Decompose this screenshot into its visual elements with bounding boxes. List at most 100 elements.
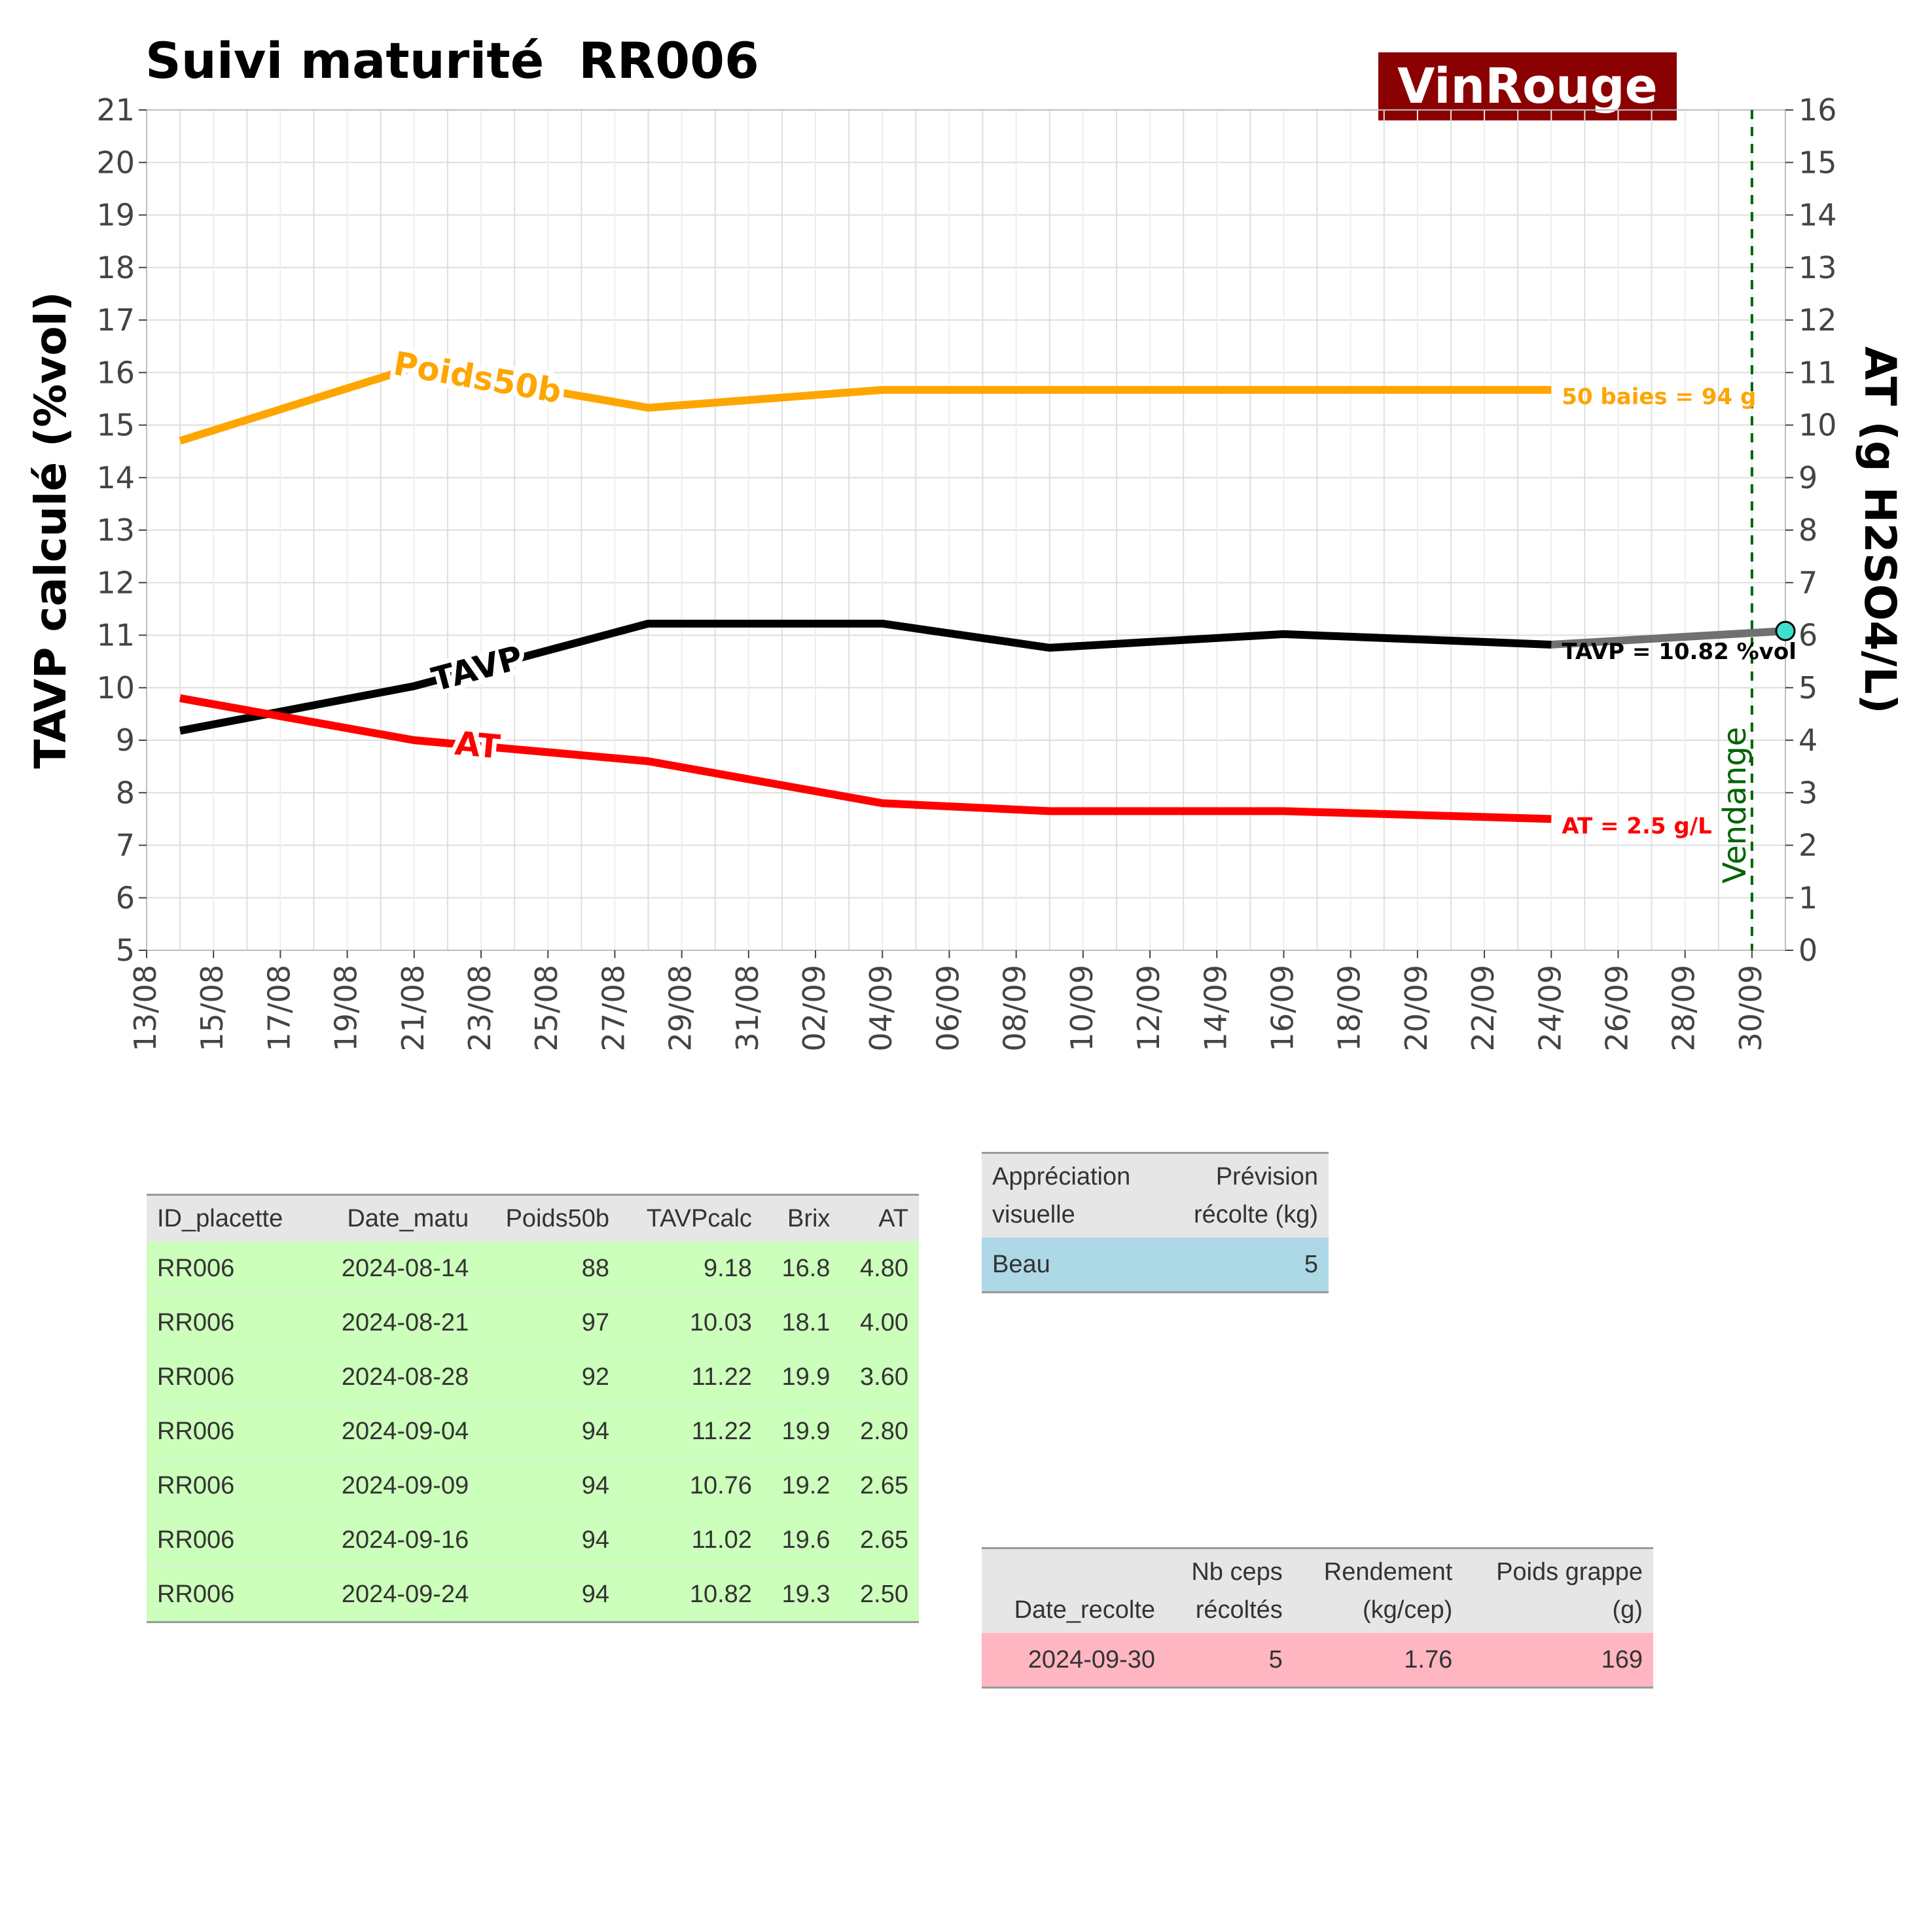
y-tick-label: 17 [96, 302, 135, 338]
end-label-at: AT = 2.5 g/L [1562, 813, 1712, 839]
table-cell: 4.80 [840, 1242, 919, 1296]
y2-tick-label: 10 [1798, 408, 1837, 443]
table-cell: 2024-09-30 [982, 1633, 1166, 1688]
series-label-tavp: TAVP [428, 638, 527, 698]
end-label-poids50b: 50 baies = 94 g [1562, 384, 1756, 410]
y2-tick-label: 3 [1798, 775, 1817, 810]
y2-tick-label: 11 [1798, 355, 1837, 390]
table-row: RR006 2024-09-16 94 11.02 19.6 2.65 [147, 1512, 919, 1567]
table-row: Beau 5 [982, 1238, 1329, 1293]
y2-tick-label: 6 [1798, 618, 1817, 653]
table-cell: RR006 [147, 1242, 312, 1296]
x-tick-label: 29/08 [663, 965, 698, 1052]
table-cell: 94 [479, 1404, 620, 1459]
table-cell: 9.18 [620, 1242, 762, 1296]
table-cell: 11.22 [620, 1404, 762, 1459]
x-tick-label: 10/09 [1064, 965, 1100, 1052]
table-cell: 169 [1463, 1633, 1653, 1688]
table-cell: 94 [479, 1458, 620, 1513]
table-cell: 2024-09-04 [312, 1404, 480, 1459]
y2-tick-label: 13 [1798, 250, 1837, 285]
table-cell: 19.3 [762, 1567, 841, 1622]
table-cell: 5 [1163, 1238, 1329, 1293]
y-tick-label: 7 [116, 828, 135, 863]
col-header: ID_placette [147, 1194, 312, 1242]
y2-tick-label: 16 [1798, 92, 1837, 128]
table-row: RR006 2024-09-09 94 10.76 19.2 2.65 [147, 1458, 919, 1513]
table-cell: 2024-09-09 [312, 1458, 480, 1513]
series-line-tavp [179, 619, 1552, 735]
table-cell: RR006 [147, 1567, 312, 1622]
x-tick-label: 22/09 [1465, 965, 1501, 1052]
harvest-table: Date_recolte Nb ceps récoltés Rendement (k… [982, 1547, 1653, 1689]
x-tick-label: 15/08 [194, 965, 230, 1052]
y-tick-label: 5 [116, 933, 135, 968]
y-tick-label: 20 [96, 145, 135, 180]
x-tick-label: 17/08 [261, 965, 296, 1052]
col-header: Date_matu [312, 1194, 480, 1242]
x-tick-label: 04/09 [863, 965, 899, 1052]
y-tick-label: 11 [96, 618, 135, 653]
x-tick-label: 02/09 [796, 965, 832, 1052]
table-cell: 97 [479, 1295, 620, 1350]
table-row: 2024-09-30 5 1.76 169 [982, 1633, 1653, 1688]
col-header: AT [840, 1194, 919, 1242]
y-tick-label: 10 [96, 670, 135, 706]
harvest-label: Vendange [1717, 727, 1753, 884]
x-tick-label: 14/09 [1198, 965, 1233, 1052]
table-cell: RR006 [147, 1512, 312, 1567]
col-header: Poids50b [479, 1194, 620, 1242]
col-header: Rendement (kg/cep) [1293, 1548, 1463, 1633]
x-tick-label: 13/08 [128, 965, 163, 1052]
table-row: RR006 2024-09-04 94 11.22 19.9 2.80 [147, 1404, 919, 1459]
y2-tick-label: 0 [1798, 933, 1817, 968]
table-cell: 19.6 [762, 1512, 841, 1567]
table-cell: RR006 [147, 1404, 312, 1459]
x-tick-label: 25/08 [529, 965, 564, 1052]
table-header-row: Appréciation visuelle Prévision récolte (k… [982, 1153, 1329, 1238]
y2-tick-label: 14 [1798, 198, 1837, 233]
y-tick-label: 16 [96, 355, 135, 390]
table-header-row: ID_placette Date_matu Poids50b TAVPcalc … [147, 1194, 919, 1242]
y2-axis-title: AT (g H2SO4/L) [1855, 346, 1905, 713]
table-cell: 16.8 [762, 1242, 841, 1296]
col-header: Prévision récolte (kg) [1163, 1153, 1329, 1238]
series-label-at: AT [454, 724, 502, 766]
y2-tick-label: 5 [1798, 670, 1817, 706]
table-cell: 94 [479, 1512, 620, 1567]
x-tick-label: 20/09 [1399, 965, 1434, 1052]
table-cell: RR006 [147, 1350, 312, 1404]
table-row: RR006 2024-08-28 92 11.22 19.9 3.60 [147, 1350, 919, 1404]
x-tick-label: 18/09 [1332, 965, 1367, 1052]
table-cell: 19.9 [762, 1350, 841, 1404]
table-cell: 4.00 [840, 1295, 919, 1350]
table-cell: 18.1 [762, 1295, 841, 1350]
table-cell: 1.76 [1293, 1633, 1463, 1688]
y2-tick-label: 1 [1798, 880, 1817, 916]
y-tick-label: 21 [96, 92, 135, 128]
series-line-poids50b [179, 363, 1552, 445]
y-tick-label: 15 [96, 408, 135, 443]
table-cell: RR006 [147, 1295, 312, 1350]
x-tick-label: 21/08 [395, 965, 431, 1052]
table-cell: 10.82 [620, 1567, 762, 1622]
x-tick-label: 23/08 [462, 965, 497, 1052]
table-row: RR006 2024-08-21 97 10.03 18.1 4.00 [147, 1295, 919, 1350]
projection-point [1775, 620, 1796, 641]
y-tick-label: 14 [96, 460, 135, 495]
x-tick-label: 12/09 [1131, 965, 1166, 1052]
table-cell: 94 [479, 1567, 620, 1622]
maturity-table: ID_placette Date_matu Poids50b TAVPcalc … [147, 1194, 919, 1623]
table-cell: 2.80 [840, 1404, 919, 1459]
table-cell: 88 [479, 1242, 620, 1296]
x-tick-label: 28/09 [1666, 965, 1702, 1052]
table-row: RR006 2024-09-24 94 10.82 19.3 2.50 [147, 1567, 919, 1622]
table-cell: 2024-09-16 [312, 1512, 480, 1567]
table-cell: 11.22 [620, 1350, 762, 1404]
table-cell: 92 [479, 1350, 620, 1404]
table-cell: 2.50 [840, 1567, 919, 1622]
x-tick-label: 26/09 [1599, 965, 1634, 1052]
table-cell: 2024-08-21 [312, 1295, 480, 1350]
table-cell: 2024-08-14 [312, 1242, 480, 1296]
y-tick-label: 6 [116, 880, 135, 916]
